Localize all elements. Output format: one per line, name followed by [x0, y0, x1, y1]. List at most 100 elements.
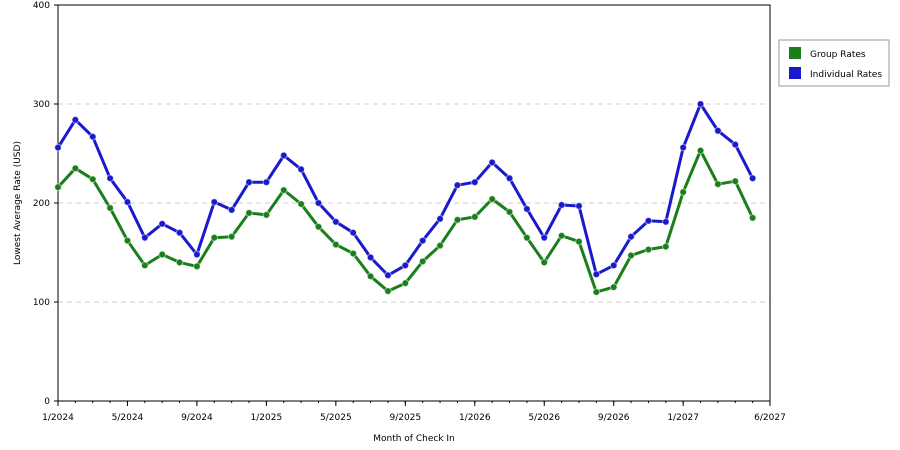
- data-point-individual-rates: 11/2025: 184: [436, 215, 444, 223]
- data-point-individual-rates: 5/2025: 181: [332, 218, 340, 226]
- data-point-group-rates: 2/2024: 235: [71, 164, 80, 173]
- series-layer: 1/2024: 216 2/2024: 235 3/2024: 224 4/2024:…: [54, 100, 757, 296]
- data-point-individual-rates: 2/2027: 300: [696, 100, 705, 108]
- data-point-group-rates: 10/2024: 165: [210, 233, 219, 242]
- x-tick-label: 9/2024: [181, 413, 213, 423]
- y-tick-label-300: 300: [33, 100, 50, 110]
- data-point-group-rates: 5/2027: 185: [748, 214, 757, 222]
- data-point-group-rates: 4/2025: 176: [314, 222, 323, 231]
- axes: 0 100 200 300 400 1/2024 5/2024 9/2024 1/2025 5/2…: [33, 1, 786, 423]
- y-tick-label-200: 200: [33, 199, 50, 209]
- data-point-individual-rates: 2/2026: 241: [488, 158, 496, 167]
- data-point-group-rates: 3/2026: 191: [505, 208, 514, 216]
- legend-swatch-group: [789, 47, 801, 59]
- legend-swatch-individual: [789, 67, 801, 79]
- data-point-group-rates: 3/2027: 219: [714, 180, 722, 188]
- data-point-group-rates: 5/2024: 162: [123, 236, 132, 245]
- data-point-group-rates: 3/2025: 199: [297, 200, 305, 208]
- legend-label-individual: Individual Rates: [810, 70, 882, 80]
- y-axis-title: Lowest Average Rate (USD): [13, 141, 23, 265]
- data-point-individual-rates: 11/2026: 182: [644, 217, 653, 225]
- data-point-group-rates: 10/2026: 147: [627, 251, 635, 260]
- data-point-group-rates: 9/2024: 136: [193, 262, 201, 271]
- legend-label-group: Group Rates: [810, 50, 866, 60]
- data-point-group-rates: 3/2024: 224: [88, 175, 97, 184]
- data-point-group-rates: 4/2027: 222: [731, 177, 740, 186]
- data-point-group-rates: 4/2026: 165: [523, 233, 531, 242]
- data-point-individual-rates: 6/2026: 198: [557, 201, 566, 209]
- data-point-individual-rates: 4/2026: 194: [523, 205, 531, 213]
- data-point-group-rates: 11/2024: 166: [227, 232, 236, 241]
- data-point-group-rates: 1/2026: 186: [470, 213, 479, 221]
- data-point-individual-rates: 11/2024: 193: [227, 206, 236, 214]
- data-point-group-rates: 7/2024: 148: [158, 250, 166, 259]
- data-point-group-rates: 11/2025: 157: [436, 241, 444, 250]
- data-point-individual-rates: 4/2024: 225: [106, 174, 114, 183]
- data-point-individual-rates: 3/2024: 267: [88, 132, 97, 141]
- data-point-group-rates: 12/2024: 190: [245, 209, 253, 217]
- x-tick-label: 1/2025: [251, 413, 283, 423]
- data-point-individual-rates: 2/2025: 248: [279, 151, 288, 160]
- data-point-individual-rates: 4/2025: 200: [314, 199, 323, 207]
- data-point-individual-rates: 5/2027: 225: [748, 174, 757, 183]
- data-point-individual-rates: 9/2025: 137: [401, 261, 410, 270]
- data-point-group-rates: 6/2026: 167: [557, 231, 566, 240]
- data-point-individual-rates: 12/2025: 218: [453, 181, 462, 189]
- data-point-group-rates: 8/2024: 140: [175, 258, 184, 267]
- data-point-individual-rates: 7/2025: 145: [366, 253, 375, 262]
- data-point-individual-rates: 3/2027: 273: [714, 126, 722, 135]
- x-tick-label: 9/2025: [389, 413, 421, 423]
- y-tick-label-0: 0: [44, 397, 50, 407]
- data-point-individual-rates: 8/2026: 128: [592, 270, 601, 279]
- x-tick-label: 9/2026: [598, 413, 630, 423]
- data-point-individual-rates: 9/2026: 137: [609, 261, 618, 270]
- data-point-individual-rates: 4/2027: 259: [731, 140, 740, 149]
- data-point-group-rates: 2/2026: 204: [488, 195, 496, 203]
- data-point-group-rates: 6/2024: 137: [141, 261, 149, 270]
- x-tick-label: 5/2026: [528, 413, 560, 423]
- data-point-group-rates: 5/2025: 158: [332, 240, 340, 249]
- data-point-individual-rates: 10/2024: 201: [210, 198, 219, 206]
- data-point-group-rates: 12/2026: 156: [662, 242, 670, 251]
- data-point-group-rates: 2/2025: 213: [279, 186, 288, 194]
- data-point-individual-rates: 8/2024: 170: [175, 228, 184, 237]
- x-tick-label: 1/2024: [42, 413, 74, 423]
- data-point-individual-rates: 7/2026: 197: [575, 202, 583, 210]
- data-point-individual-rates: 3/2026: 225: [505, 174, 514, 183]
- data-point-group-rates: 1/2025: 188: [262, 211, 271, 219]
- grid-lines: [58, 103, 770, 303]
- data-point-group-rates: 11/2026: 153: [644, 245, 653, 254]
- data-point-group-rates: 7/2026: 161: [575, 237, 583, 246]
- data-point-group-rates: 12/2025: 183: [453, 216, 462, 224]
- data-point-individual-rates: 1/2025: 221: [262, 178, 271, 187]
- data-point-individual-rates: 5/2024: 201: [123, 198, 132, 206]
- x-axis-title: Month of Check In: [373, 434, 455, 444]
- data-point-individual-rates: 1/2027: 256: [679, 143, 687, 152]
- y-tick-label-100: 100: [33, 298, 50, 308]
- data-point-individual-rates: 2/2024: 284: [71, 116, 80, 124]
- data-point-group-rates: 5/2026: 140: [540, 258, 549, 267]
- data-point-group-rates: 10/2025: 141: [418, 257, 427, 266]
- data-point-group-rates: 7/2025: 126: [366, 272, 375, 281]
- data-point-individual-rates: 1/2026: 221: [470, 178, 479, 187]
- data-point-individual-rates: 12/2024: 221: [245, 178, 253, 187]
- data-point-individual-rates: 5/2026: 165: [540, 233, 549, 242]
- data-point-individual-rates: 3/2025: 234: [297, 165, 305, 174]
- y-tick-label-400: 400: [33, 1, 50, 11]
- data-point-individual-rates: 7/2024: 179: [158, 219, 166, 228]
- x-tick-label: 5/2025: [320, 413, 352, 423]
- data-point-individual-rates: 10/2026: 166: [627, 232, 635, 241]
- data-point-group-rates: 1/2027: 211: [679, 188, 687, 196]
- data-point-individual-rates: 6/2024: 165: [141, 233, 149, 242]
- data-point-individual-rates: 8/2025: 127: [384, 271, 392, 280]
- x-tick-label: 1/2027: [667, 413, 699, 423]
- data-point-group-rates: 9/2025: 119: [401, 279, 410, 287]
- data-point-group-rates: 8/2025: 111: [384, 287, 392, 295]
- data-point-individual-rates: 6/2025: 170: [349, 228, 358, 237]
- legend: Group Rates Individual Rates: [778, 39, 890, 87]
- data-point-group-rates: 9/2026: 115: [609, 283, 618, 291]
- data-point-group-rates: 6/2025: 149: [349, 249, 358, 258]
- data-point-group-rates: 2/2027: 253: [696, 146, 705, 155]
- data-point-individual-rates: 9/2024: 148: [193, 250, 201, 259]
